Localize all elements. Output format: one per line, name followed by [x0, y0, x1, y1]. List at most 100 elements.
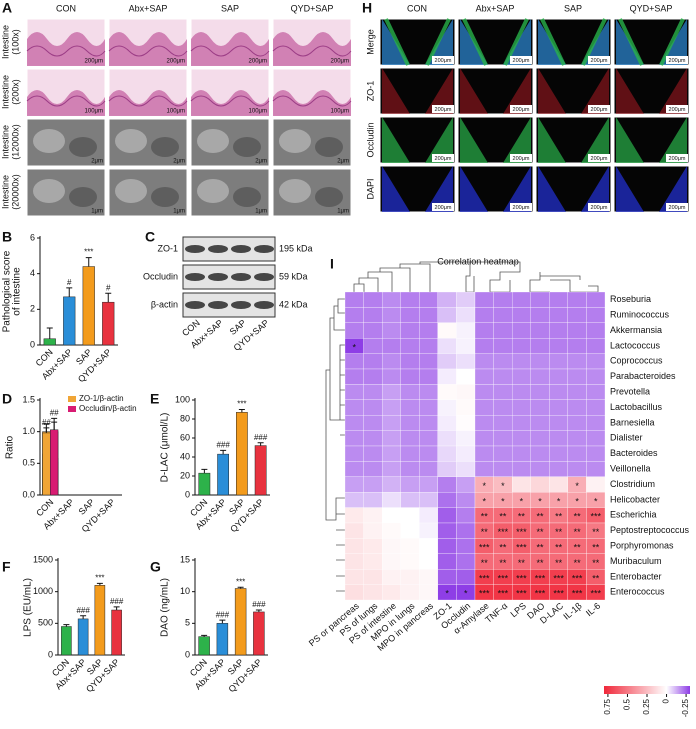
fluorescence-signal	[460, 68, 531, 114]
heatmap-cell	[474, 415, 494, 431]
scale-bar: 200μm	[331, 59, 349, 65]
fluorescence-signal	[538, 166, 609, 212]
cell-label: *	[594, 496, 598, 506]
heatmap-cell	[419, 430, 439, 447]
band	[185, 273, 205, 281]
heatmap-cell	[437, 522, 457, 539]
heatmap-cell	[586, 445, 606, 462]
heatmap-cell	[530, 476, 550, 493]
heatmap-cell	[344, 445, 364, 462]
heatmap-cell	[400, 461, 420, 477]
heatmap-cell	[456, 492, 476, 508]
row-label: Prevotella	[610, 386, 650, 396]
significance: ###	[252, 600, 266, 609]
heatmap-cell	[419, 584, 439, 601]
error-bar	[257, 442, 264, 446]
cell	[279, 179, 311, 203]
heatmap-cell	[456, 415, 476, 431]
bar	[94, 585, 106, 656]
row-label: Clostridium	[610, 479, 655, 489]
heatmap-cell	[400, 384, 420, 400]
heatmap-cell	[437, 445, 457, 462]
heatmap-cell	[456, 569, 476, 585]
bar	[42, 432, 51, 496]
heatmap-cell	[549, 353, 569, 370]
heatmap-cell	[456, 461, 476, 477]
band	[231, 301, 251, 309]
color-bar-label: -0.25	[681, 698, 690, 717]
error-bar	[220, 449, 227, 455]
scale-bar: 1μm	[337, 209, 349, 215]
tissue	[191, 90, 269, 116]
row-label: Occludin	[365, 122, 375, 157]
heatmap-cell	[437, 307, 457, 323]
scale-bar-box	[666, 56, 688, 64]
y-axis-label: Pathological score	[2, 250, 13, 332]
cell-label: ***	[516, 527, 527, 537]
heatmap-cell	[586, 399, 606, 416]
band	[208, 273, 228, 281]
cell-label: ***	[590, 589, 601, 599]
cell-label: **	[481, 527, 489, 537]
error-bar	[63, 624, 70, 627]
heatmap-cell	[549, 461, 569, 477]
row-label: Enterobacter	[610, 571, 662, 581]
significance: ##	[42, 418, 51, 427]
tissue-detail	[108, 45, 188, 57]
heatmap-cell	[456, 445, 476, 462]
row-label: ZO-1	[365, 81, 375, 102]
cell	[33, 179, 65, 203]
heatmap-cell	[419, 322, 439, 339]
heatmap-cell	[456, 399, 476, 416]
column-header: CON	[407, 3, 427, 13]
heatmap-cell	[419, 353, 439, 370]
heatmap-cell	[586, 584, 606, 601]
heatmap-cell	[567, 291, 587, 308]
heatmap-cell	[511, 368, 531, 385]
heatmap-cell	[549, 399, 569, 416]
column-header: QYD+SAP	[291, 3, 334, 13]
heatmap-cell	[437, 538, 457, 554]
band	[208, 245, 228, 253]
heatmap-cell	[344, 291, 364, 308]
heatmap-cell	[493, 322, 513, 339]
heatmap-cell	[530, 322, 550, 339]
column-header: Abx+SAP	[476, 3, 515, 13]
cell-label: *	[557, 496, 561, 506]
cell-label: ***	[516, 573, 527, 583]
heatmap-cell	[419, 415, 439, 431]
row-label: Veillonella	[610, 463, 651, 473]
cell-label: **	[481, 558, 489, 568]
fluorescence-signal	[540, 18, 607, 66]
tissue-detail	[190, 45, 270, 57]
significance: ***	[95, 574, 104, 583]
scale-bar: 200μm	[591, 156, 608, 162]
scale-bar: 2μm	[173, 159, 185, 165]
heatmap-cell	[381, 569, 401, 585]
cell-label: **	[499, 558, 507, 568]
heatmap-cell	[456, 307, 476, 323]
scale-bar-box	[432, 56, 454, 64]
error-bar	[238, 409, 245, 413]
heatmap-cell	[586, 461, 606, 477]
bar	[234, 588, 247, 656]
heatmap-cell	[493, 368, 513, 385]
fluorescence-signal	[538, 68, 609, 114]
cell-label: **	[592, 542, 600, 552]
heatmap-cell	[381, 322, 401, 339]
y-tick-label: 10	[180, 586, 190, 596]
fluorescence-signal	[616, 117, 687, 163]
tissue	[273, 90, 351, 116]
error-bar	[105, 292, 112, 303]
row-label: Lactococcus	[610, 340, 661, 350]
heatmap-cell	[419, 507, 439, 524]
panel-label: B	[2, 229, 12, 245]
row-label: Akkermansia	[610, 325, 662, 335]
heatmap-cell	[400, 291, 420, 308]
color-bar	[604, 686, 690, 694]
scale-bar-box	[510, 203, 532, 211]
row-label: Muribaculum	[610, 556, 662, 566]
cell-label: **	[499, 542, 507, 552]
heatmap-cell	[549, 338, 569, 354]
heatmap-cell	[363, 415, 383, 431]
